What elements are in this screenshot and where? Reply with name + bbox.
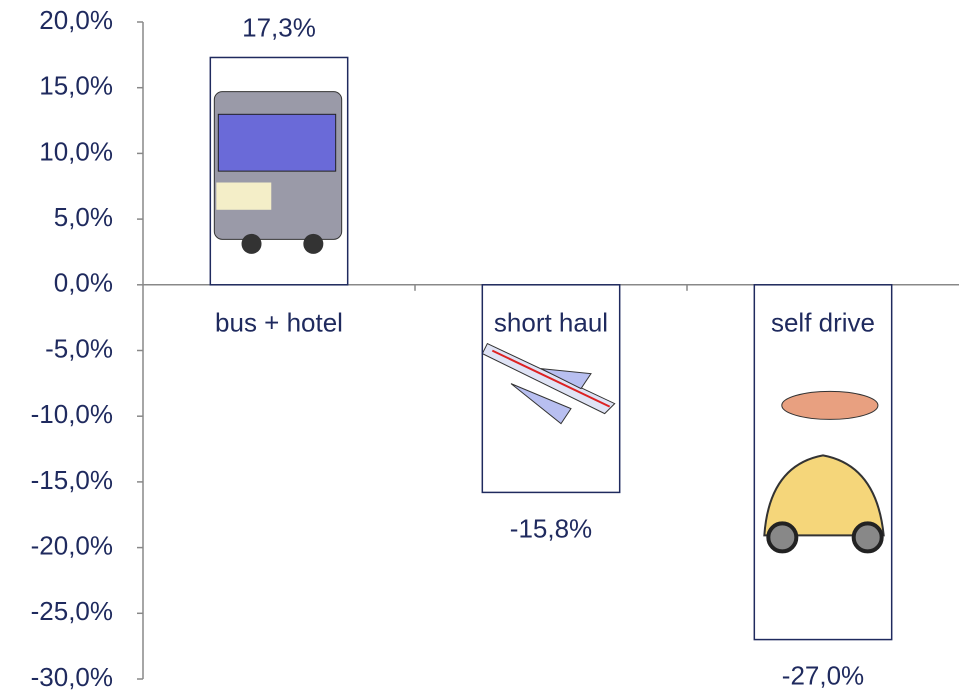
x-tick-label: short haul xyxy=(494,308,608,338)
x-tick-label: bus + hotel xyxy=(215,308,343,338)
y-tick-label: -25,0% xyxy=(31,596,113,626)
y-tick-label: -15,0% xyxy=(31,465,113,495)
icon xyxy=(854,523,882,551)
icon xyxy=(768,523,796,551)
icon xyxy=(492,351,609,407)
bar-icon xyxy=(764,391,883,551)
y-tick-label: 5,0% xyxy=(54,202,113,232)
y-tick-label: 10,0% xyxy=(39,136,113,166)
y-tick-label: 20,0% xyxy=(39,5,113,35)
bar-icon xyxy=(482,344,614,424)
y-tick-label: 15,0% xyxy=(39,71,113,101)
icon xyxy=(242,234,262,254)
icon xyxy=(303,234,323,254)
bar-icon xyxy=(214,92,341,254)
icon xyxy=(782,391,878,419)
value-label: 17,3% xyxy=(242,12,316,42)
y-tick-label: -5,0% xyxy=(45,333,113,363)
icon xyxy=(218,114,335,171)
x-tick-label: self drive xyxy=(771,308,875,338)
value-label: -15,8% xyxy=(510,513,592,543)
y-tick-label: -30,0% xyxy=(31,662,113,691)
chart: -30,0% -25,0% -20,0% -15,0% -10,0% -5,0% 0,0% 5… xyxy=(0,0,959,691)
y-tick-label: -10,0% xyxy=(31,399,113,429)
icon xyxy=(216,183,271,210)
y-tick-label: -20,0% xyxy=(31,530,113,560)
value-label: -27,0% xyxy=(782,660,864,690)
y-tick-label: 0,0% xyxy=(54,268,113,298)
